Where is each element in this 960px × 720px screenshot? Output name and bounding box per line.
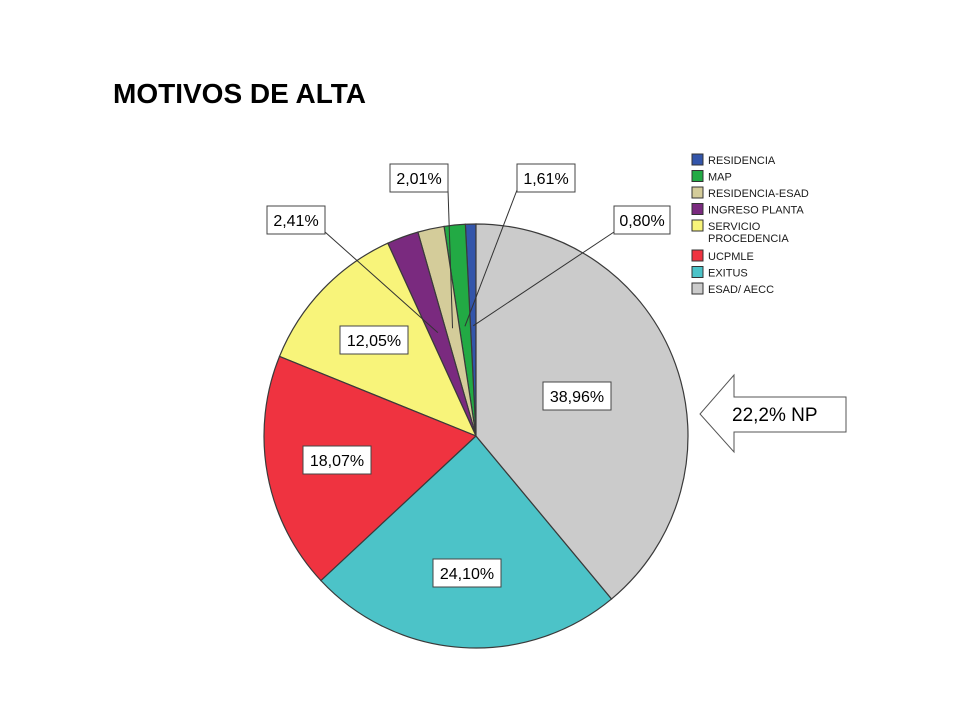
legend-swatch xyxy=(691,203,704,215)
leader-lines xyxy=(324,189,615,333)
legend-item-ingreso-planta: INGRESO PLANTA xyxy=(691,203,804,217)
pie-slice-esad-aecc xyxy=(475,223,689,600)
legend-label: PROCEDENCIA xyxy=(708,233,789,245)
legend-swatch xyxy=(691,249,704,262)
legend-label: EXITUS xyxy=(708,268,748,280)
legend-swatch xyxy=(691,186,704,199)
legend-label: RESIDENCIA-ESAD xyxy=(708,188,809,200)
legend-item-map: MAP xyxy=(691,170,732,184)
legend-swatch xyxy=(691,266,704,278)
data-label-residencia: 0,80% xyxy=(619,213,664,230)
legend-label: RESIDENCIA xyxy=(708,155,776,167)
data-label-ucpmle: 18,07% xyxy=(310,453,364,470)
callout-text: 22,2% NP xyxy=(732,405,818,426)
page-title: MOTIVOS DE ALTA xyxy=(113,78,367,109)
label-box-esad-aecc xyxy=(542,381,612,411)
legend-label: MAP xyxy=(708,172,732,184)
data-label-map: 1,61% xyxy=(523,171,568,188)
legend-swatch xyxy=(691,170,704,182)
label-box-exitus xyxy=(432,558,502,588)
label-box-ingreso-planta xyxy=(266,205,326,235)
legend-item-exitus: EXITUS xyxy=(691,266,748,280)
callout-arrow-shape xyxy=(699,373,847,454)
legend-item-residencia: RESIDENCIA xyxy=(691,153,776,167)
legend-item-ucpmle: UCPMLE xyxy=(691,249,754,263)
leader-line-residencia xyxy=(472,231,615,327)
label-box-servicio-procedencia xyxy=(339,325,409,355)
legend-label: ESAD/ AECC xyxy=(708,284,774,296)
leader-line-ingreso-planta xyxy=(324,231,439,333)
data-label-esad-aecc: 38,96% xyxy=(550,389,604,406)
leader-line-map xyxy=(464,189,518,327)
legend-label: INGRESO PLANTA xyxy=(708,205,804,217)
legend-label: UCPMLE xyxy=(708,251,754,263)
percentage-labels: 0,80% 1,61% 2,01% 2,41% 12,05% 18,07% 24,10% 38… xyxy=(266,163,671,588)
legend-swatch xyxy=(691,282,704,295)
data-label-servicio-procedencia: 12,05% xyxy=(347,333,401,350)
label-box-ucpmle xyxy=(302,445,372,475)
legend: RESIDENCIA MAP RESIDENCIA-ESAD INGRESO PLAN… xyxy=(691,153,809,296)
data-label-residencia-esad: 2,01% xyxy=(396,171,441,188)
data-label-exitus: 24,10% xyxy=(440,566,494,583)
data-label-ingreso-planta: 2,41% xyxy=(273,213,318,230)
label-box-residencia xyxy=(613,205,671,235)
label-box-map xyxy=(516,163,576,193)
legend-swatch xyxy=(691,219,704,232)
np-callout: 22,2% NP xyxy=(699,373,847,454)
label-box-residencia-esad xyxy=(389,163,449,193)
legend-swatch xyxy=(691,153,704,166)
legend-item-esad-aecc: ESAD/ AECC xyxy=(691,282,774,296)
legend-item-residencia-esad: RESIDENCIA-ESAD xyxy=(691,186,809,200)
pie-slice-exitus xyxy=(320,435,613,649)
legend-label: SERVICIO xyxy=(708,221,761,233)
leader-line-residencia-esad xyxy=(447,189,454,329)
